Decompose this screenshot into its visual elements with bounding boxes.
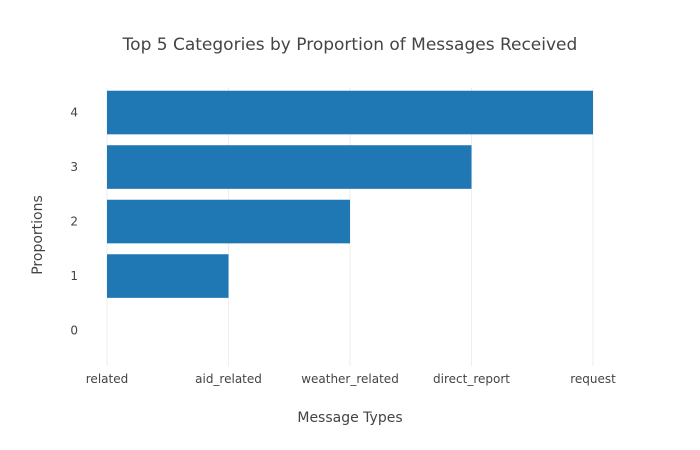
y-tick-label-3: 3 xyxy=(70,160,78,174)
bars xyxy=(107,90,593,298)
x-tick-label-direct-report: direct_report xyxy=(433,372,510,386)
x-axis-title: Message Types xyxy=(297,410,402,426)
y-axis-title: Proportions xyxy=(30,195,46,275)
x-tick-label-aid-related: aid_related xyxy=(195,372,262,386)
y-tick-label-2: 2 xyxy=(70,215,78,229)
x-tick-label-request: request xyxy=(570,372,616,386)
chart-title: Top 5 Categories by Proportion of Messag… xyxy=(122,35,578,55)
bar-3-direct-report[interactable] xyxy=(107,145,472,189)
y-tick-label-0: 0 xyxy=(70,324,78,338)
x-tick-labels: related aid_related weather_related direct_… xyxy=(86,372,616,386)
bar-4-request[interactable] xyxy=(107,90,593,135)
bar-1-aid-related[interactable] xyxy=(107,254,229,298)
bar-2-weather-related[interactable] xyxy=(107,199,350,244)
y-tick-labels: 0 1 2 3 4 xyxy=(70,106,78,338)
y-tick-label-1: 1 xyxy=(70,269,78,283)
x-tick-label-weather-related: weather_related xyxy=(301,372,399,386)
x-tick-label-related: related xyxy=(86,372,128,386)
y-tick-label-4: 4 xyxy=(70,106,78,120)
